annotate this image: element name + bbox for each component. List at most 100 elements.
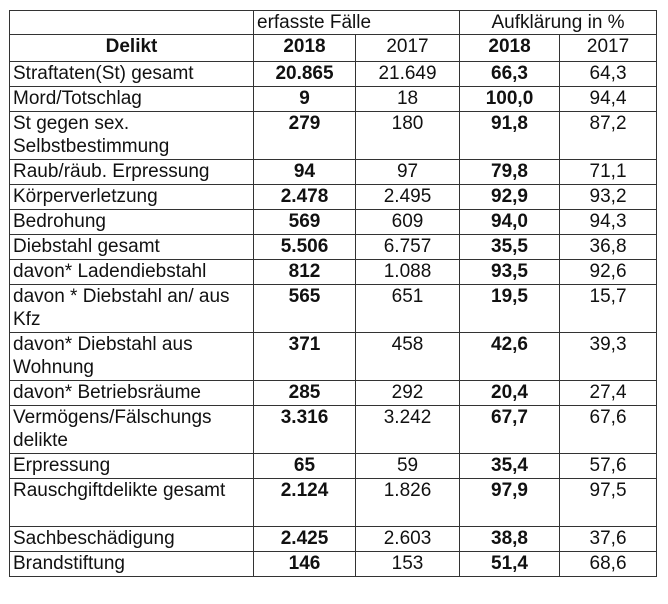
rate-2017-cell: 94,3	[559, 209, 658, 235]
rate-2017-cell: 57,6	[559, 453, 658, 479]
rate-2017-cell: 15,7	[559, 284, 658, 333]
rate-2018-cell: 94,0	[459, 209, 561, 235]
cases-2017-cell: 21.649	[354, 61, 461, 87]
rate-2017-cell: 87,2	[559, 111, 658, 160]
delikt-cell: davon* Diebstahl aus Wohnung	[9, 332, 254, 381]
cases-2018-cell: 65	[253, 453, 356, 479]
cases-2017-cell: 2.603	[354, 526, 461, 552]
cases-2018-cell: 5.506	[253, 234, 356, 260]
rate-2017-cell: 67,6	[559, 405, 658, 454]
rate-2018-cell: 42,6	[459, 332, 561, 381]
cases-2017-cell: 1.826	[354, 478, 461, 527]
cases-2017-cell: 59	[354, 453, 461, 479]
cases-2017-cell: 18	[354, 86, 461, 112]
rate-2017-cell: 36,8	[559, 234, 658, 260]
table-row: davon * Diebstahl an/ aus Kfz 565 651 19,5 1…	[9, 284, 658, 333]
table-row: Erpressung 65 59 35,4 57,6	[9, 453, 658, 479]
rate-2018-cell: 35,4	[459, 453, 561, 479]
cases-2017-cell: 292	[354, 380, 461, 406]
header-row-years: Delikt 2018 2017 2018 2017	[9, 34, 658, 62]
rate-2017-cell: 93,2	[559, 184, 658, 210]
table-row: Vermögens/Fälschungs delikte 3.316 3.242 67…	[9, 405, 658, 454]
rate-2018-cell: 79,8	[459, 159, 561, 185]
header-delikt: Delikt	[9, 34, 254, 62]
rate-2017-cell: 97,5	[559, 478, 658, 527]
cases-2017-cell: 6.757	[354, 234, 461, 260]
delikt-cell: Raub/räub. Erpressung	[9, 159, 254, 185]
delikt-cell: davon * Diebstahl an/ aus Kfz	[9, 284, 254, 333]
cases-2018-cell: 2.124	[253, 478, 356, 527]
rate-2018-cell: 35,5	[459, 234, 561, 260]
table-row: Rauschgiftdelikte gesamt 2.124 1.826 97,9 97…	[9, 478, 658, 527]
rate-2017-cell: 71,1	[559, 159, 658, 185]
rate-2017-cell: 92,6	[559, 259, 658, 285]
delikt-cell: Diebstahl gesamt	[9, 234, 254, 260]
rate-2017-cell: 37,6	[559, 526, 658, 552]
table-row: davon* Betriebsräume 285 292 20,4 27,4	[9, 380, 658, 406]
header-clearance-group: Aufklärung in %	[459, 10, 658, 35]
table-row: Straftaten(St) gesamt 20.865 21.649 66,3 64,…	[9, 61, 658, 87]
cases-2017-cell: 458	[354, 332, 461, 381]
delikt-cell: Mord/Totschlag	[9, 86, 254, 112]
crime-statistics-table: erfasste Fälle Aufklärung in % Delikt 20…	[9, 10, 658, 577]
rate-2018-cell: 66,3	[459, 61, 561, 87]
cases-2017-cell: 609	[354, 209, 461, 235]
cases-2018-cell: 94	[253, 159, 356, 185]
header-cases-2018: 2018	[253, 34, 356, 62]
cases-2017-cell: 97	[354, 159, 461, 185]
header-empty-cell	[9, 10, 254, 35]
cases-2018-cell: 285	[253, 380, 356, 406]
rate-2018-cell: 100,0	[459, 86, 561, 112]
rate-2017-cell: 94,4	[559, 86, 658, 112]
delikt-cell: Erpressung	[9, 453, 254, 479]
rate-2018-cell: 20,4	[459, 380, 561, 406]
rate-2018-cell: 93,5	[459, 259, 561, 285]
cases-2018-cell: 2.478	[253, 184, 356, 210]
delikt-cell: Rauschgiftdelikte gesamt	[9, 478, 254, 527]
cases-2018-cell: 2.425	[253, 526, 356, 552]
table-row: St gegen sex. Selbstbestimmung 279 180 91,8…	[9, 111, 658, 160]
table-row: Sachbeschädigung 2.425 2.603 38,8 37,6	[9, 526, 658, 552]
delikt-cell: Bedrohung	[9, 209, 254, 235]
cases-2017-cell: 3.242	[354, 405, 461, 454]
cases-2018-cell: 3.316	[253, 405, 356, 454]
delikt-cell: St gegen sex. Selbstbestimmung	[9, 111, 254, 160]
cases-2017-cell: 153	[354, 551, 461, 577]
rate-2018-cell: 51,4	[459, 551, 561, 577]
cases-2017-cell: 180	[354, 111, 461, 160]
delikt-cell: Körperverletzung	[9, 184, 254, 210]
delikt-cell: davon* Ladendiebstahl	[9, 259, 254, 285]
rate-2017-cell: 27,4	[559, 380, 658, 406]
rate-2018-cell: 67,7	[459, 405, 561, 454]
header-rate-2017: 2017	[559, 34, 658, 62]
delikt-cell: Sachbeschädigung	[9, 526, 254, 552]
cases-2017-cell: 2.495	[354, 184, 461, 210]
table-row: Körperverletzung 2.478 2.495 92,9 93,2	[9, 184, 658, 210]
table-row: Diebstahl gesamt 5.506 6.757 35,5 36,8	[9, 234, 658, 260]
cases-2018-cell: 565	[253, 284, 356, 333]
table-row: Mord/Totschlag 9 18 100,0 94,4	[9, 86, 658, 112]
rate-2018-cell: 97,9	[459, 478, 561, 527]
rate-2018-cell: 91,8	[459, 111, 561, 160]
table-row: davon* Ladendiebstahl 812 1.088 93,5 92,6	[9, 259, 658, 285]
delikt-cell: Straftaten(St) gesamt	[9, 61, 254, 87]
header-rate-2018: 2018	[459, 34, 561, 62]
rate-2017-cell: 64,3	[559, 61, 658, 87]
cases-2018-cell: 569	[253, 209, 356, 235]
delikt-cell: Vermögens/Fälschungs delikte	[9, 405, 254, 454]
cases-2018-cell: 812	[253, 259, 356, 285]
cases-2018-cell: 20.865	[253, 61, 356, 87]
delikt-cell: davon* Betriebsräume	[9, 380, 254, 406]
header-cases-2017: 2017	[354, 34, 461, 62]
cases-2017-cell: 651	[354, 284, 461, 333]
table-row: Bedrohung 569 609 94,0 94,3	[9, 209, 658, 235]
cases-2018-cell: 9	[253, 86, 356, 112]
rate-2017-cell: 68,6	[559, 551, 658, 577]
table-row: Brandstiftung 146 153 51,4 68,6	[9, 551, 658, 577]
cases-2018-cell: 371	[253, 332, 356, 381]
cases-2018-cell: 146	[253, 551, 356, 577]
rate-2018-cell: 38,8	[459, 526, 561, 552]
rate-2017-cell: 39,3	[559, 332, 658, 381]
rate-2018-cell: 92,9	[459, 184, 561, 210]
table-row: davon* Diebstahl aus Wohnung 371 458 42,6 39…	[9, 332, 658, 381]
